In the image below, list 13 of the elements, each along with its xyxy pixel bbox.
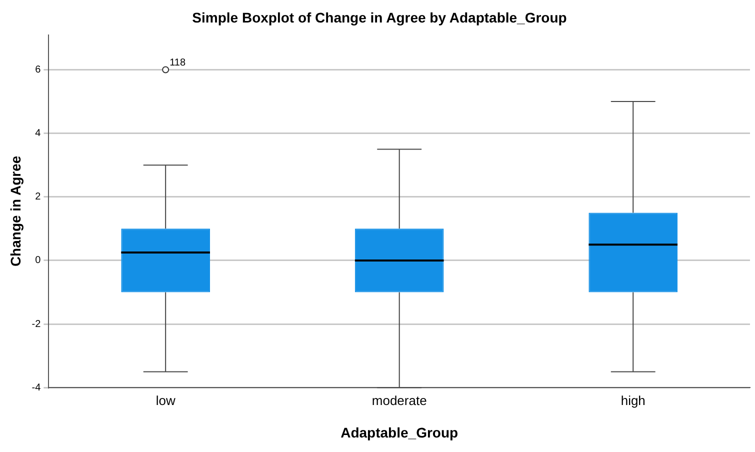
y-axis-title: Change in Agree xyxy=(7,156,24,267)
x-tick-label: moderate xyxy=(372,392,427,408)
x-tick-label: high xyxy=(620,392,646,408)
y-tick-label: 4 xyxy=(35,128,42,140)
y-tick-label: 0 xyxy=(35,255,42,266)
annotation: 118 xyxy=(170,58,186,69)
y-tick-label: -4 xyxy=(32,382,42,394)
y-tick-label: -2 xyxy=(32,318,42,330)
x-tick-label: low xyxy=(156,392,176,408)
y-tick-label: 6 xyxy=(35,64,42,76)
y-tick-label: 2 xyxy=(35,192,42,203)
chart-title: Simple Boxplot of Change in Agree by Adaptable_Group xyxy=(192,9,567,26)
x-axis-title: Adaptable_Group xyxy=(340,424,458,440)
